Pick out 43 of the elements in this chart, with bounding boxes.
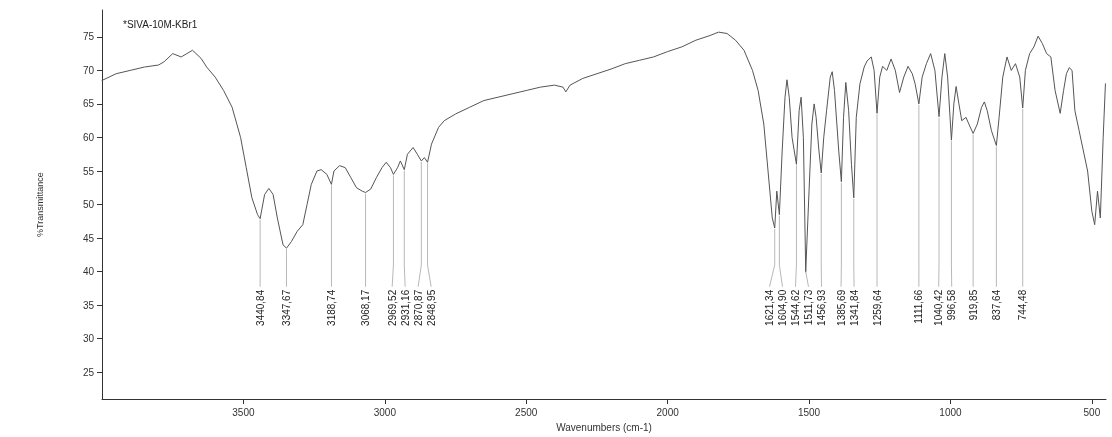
annotation: 1385,69 — [835, 289, 847, 326]
x-tick-label: 500 — [1083, 406, 1101, 418]
annotation: 1604,90 — [776, 289, 788, 326]
annotation: 3068,17 — [360, 289, 372, 326]
annotation: 1111,66 — [913, 289, 925, 324]
y-tick-label: 45 — [82, 232, 95, 244]
annotation: 1544,62 — [789, 289, 801, 326]
y-tick-label: 40 — [82, 266, 95, 278]
y-tick-label: 75 — [82, 31, 95, 43]
annotation: 919,85 — [967, 289, 979, 321]
annotation: 744,48 — [1017, 289, 1029, 321]
annotation: 996,58 — [946, 289, 958, 321]
annotation: 1456,93 — [815, 289, 827, 326]
x-tick-label: 2500 — [515, 406, 538, 418]
y-tick-label: 50 — [82, 199, 95, 211]
y-tick-label: 35 — [82, 299, 95, 311]
y-tick-label: 65 — [82, 98, 95, 110]
annotation: 1259,64 — [871, 289, 883, 326]
y-tick-label: 30 — [82, 333, 95, 345]
x-tick-label: 3000 — [373, 406, 397, 418]
x-axis-title: Wavenumbers (cm-1) — [556, 421, 652, 433]
annotation: 1341,84 — [848, 289, 860, 326]
annotation: 2969,52 — [386, 289, 398, 326]
text: *SIVA-10M-KBr1 — [123, 18, 198, 30]
y-tick-label: 60 — [82, 131, 95, 143]
annotation: 2848,95 — [425, 289, 437, 326]
y-tick-label: 70 — [82, 64, 95, 76]
x-tick-label: 2000 — [656, 406, 680, 418]
annotation: 3440,84 — [254, 289, 266, 326]
x-tick-label: 1500 — [797, 406, 821, 418]
annotation: 1621,34 — [763, 289, 775, 326]
y-axis-title: %Transmittance — [34, 172, 45, 237]
annotation: 3188,74 — [325, 289, 337, 326]
annotation: 1511,73 — [802, 289, 814, 326]
y-tick-label: 55 — [82, 165, 95, 177]
annotation: 1040,42 — [933, 289, 945, 326]
y-tick-label: 25 — [82, 366, 95, 378]
annotation: 2931,16 — [399, 289, 411, 326]
annotation: 2870,87 — [412, 289, 424, 326]
x-tick-label: 3500 — [232, 406, 255, 418]
x-tick-label: 1000 — [939, 406, 963, 418]
annotation: 3347,67 — [280, 289, 292, 326]
annotation: 837,64 — [990, 289, 1002, 321]
